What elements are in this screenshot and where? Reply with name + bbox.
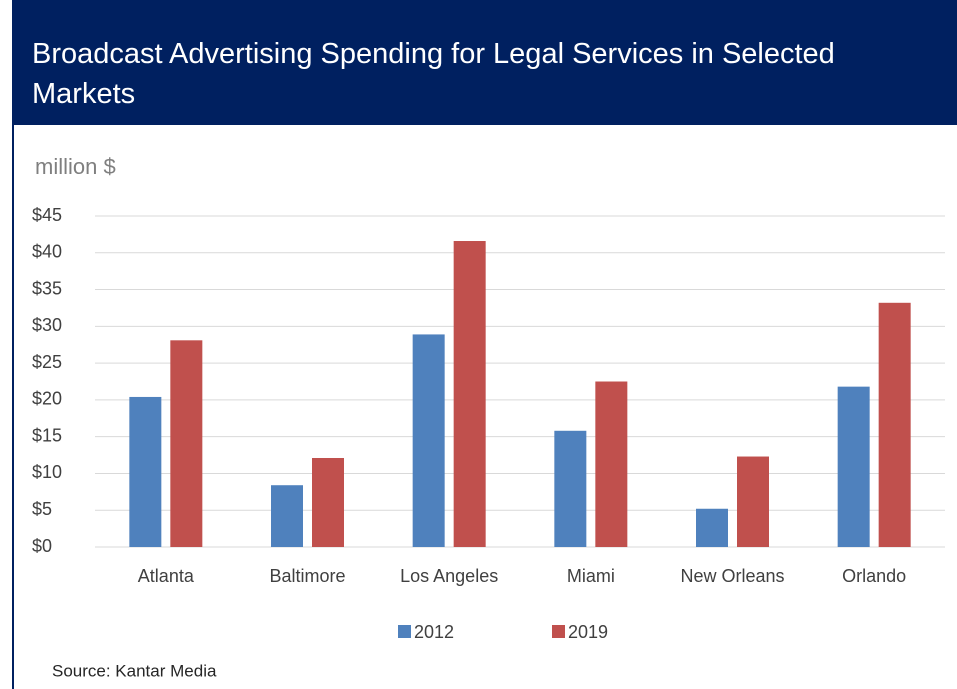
x-tick-label: Los Angeles [400, 566, 498, 586]
legend-swatch [398, 625, 411, 638]
y-tick-label: $5 [32, 499, 52, 519]
bar [737, 456, 769, 547]
y-axis-label: million $ [35, 154, 116, 179]
bar [170, 340, 203, 547]
bar [453, 241, 486, 547]
legend-label: 2019 [568, 622, 608, 642]
title-bar: Broadcast Advertising Spending for Legal… [12, 0, 957, 125]
x-tick-label: Atlanta [138, 566, 195, 586]
source: Source: Kantar Media [52, 661, 217, 680]
x-tick-label: Baltimore [269, 566, 345, 586]
legend-swatch [552, 625, 565, 638]
y-tick-label: $30 [32, 315, 62, 335]
frame-line [12, 0, 14, 689]
y-tick-label: $0 [32, 536, 52, 556]
bar [129, 396, 162, 547]
chart-title: Broadcast Advertising Spending for Legal… [32, 38, 835, 110]
legend-label: 2012 [414, 622, 454, 642]
y-tick-label: $20 [32, 389, 62, 409]
bar [554, 430, 587, 547]
y-tick-label: $10 [32, 462, 62, 482]
bar [271, 485, 303, 547]
y-tick-label: $40 [32, 242, 62, 262]
bar [878, 302, 911, 547]
y-tick-label: $25 [32, 352, 62, 372]
bar [595, 381, 628, 547]
x-tick-label: New Orleans [680, 566, 784, 586]
y-tick-label: $35 [32, 278, 62, 298]
y-tick-label: $45 [32, 205, 62, 225]
x-tick-label: Orlando [842, 566, 906, 586]
bar [696, 508, 728, 547]
x-tick-label: Miami [567, 566, 615, 586]
bar [837, 386, 870, 547]
y-tick-label: $15 [32, 425, 62, 445]
bar [412, 334, 445, 547]
bar [312, 457, 344, 547]
